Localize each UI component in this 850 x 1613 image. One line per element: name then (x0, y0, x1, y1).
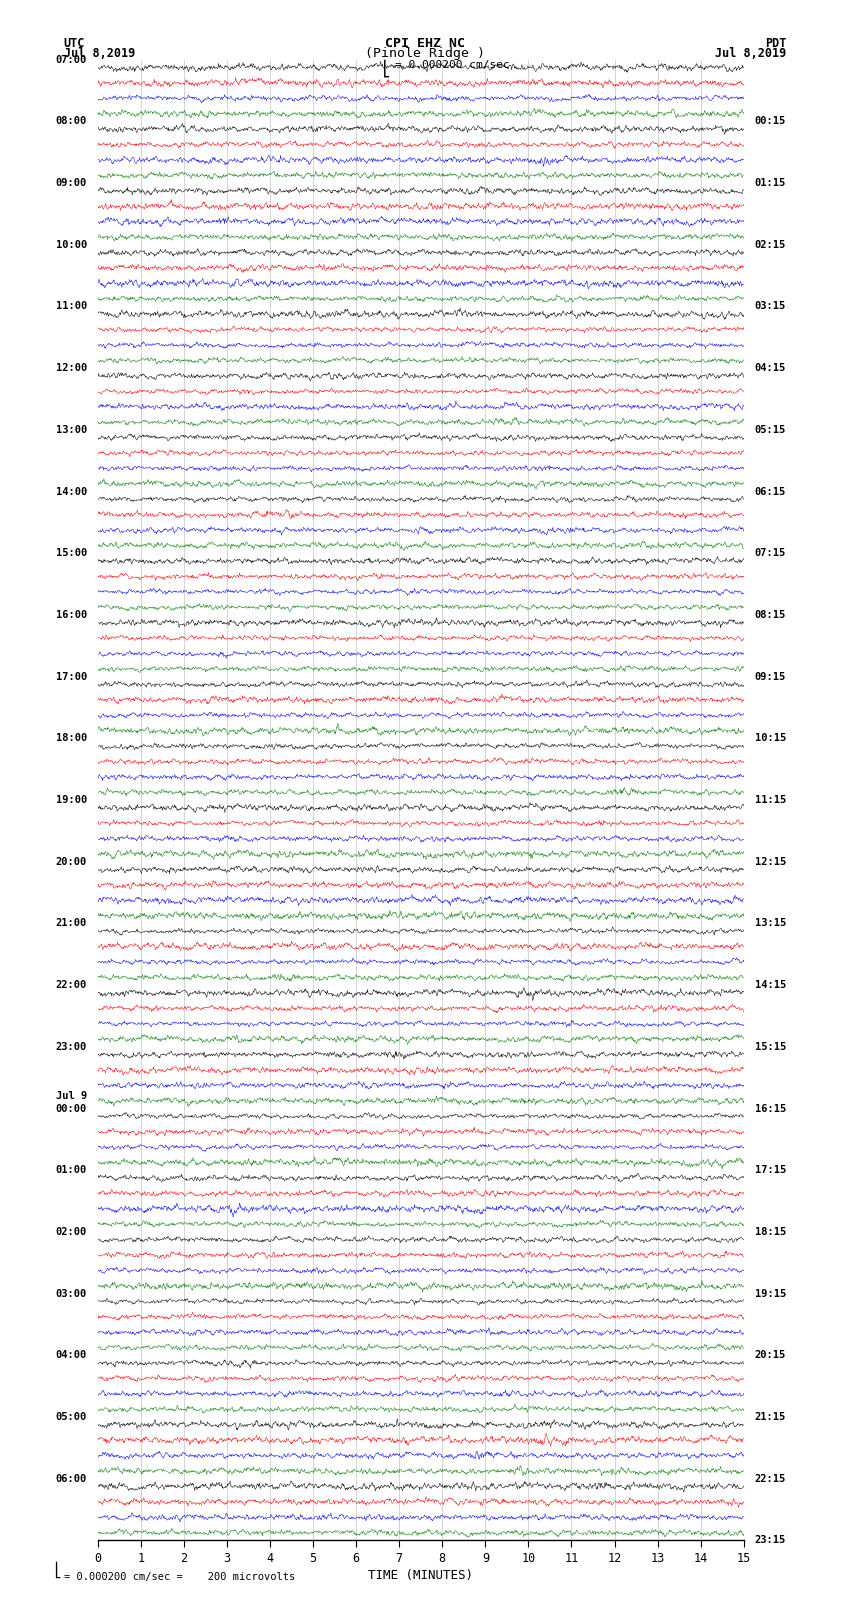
Text: 02:00: 02:00 (56, 1227, 87, 1237)
Text: 09:15: 09:15 (755, 671, 785, 682)
Text: 22:00: 22:00 (56, 981, 87, 990)
Text: Jul 8,2019: Jul 8,2019 (715, 47, 786, 60)
Text: 07:15: 07:15 (755, 548, 785, 558)
Text: 05:00: 05:00 (56, 1411, 87, 1423)
Text: 05:15: 05:15 (755, 424, 785, 436)
Text: 21:15: 21:15 (755, 1411, 785, 1423)
Text: UTC: UTC (64, 37, 85, 50)
Text: 12:15: 12:15 (755, 857, 785, 866)
Text: 12:00: 12:00 (56, 363, 87, 373)
Text: 14:15: 14:15 (755, 981, 785, 990)
Text: 14:00: 14:00 (56, 487, 87, 497)
Text: 07:00: 07:00 (56, 55, 87, 65)
Text: (Pinole Ridge ): (Pinole Ridge ) (365, 47, 485, 60)
Text: Jul 8,2019: Jul 8,2019 (64, 47, 135, 60)
Text: 16:00: 16:00 (56, 610, 87, 619)
Text: PDT: PDT (765, 37, 786, 50)
Text: 01:00: 01:00 (56, 1165, 87, 1176)
Text: Jul 9: Jul 9 (56, 1092, 87, 1102)
Text: 10:15: 10:15 (755, 734, 785, 744)
Text: ⎣: ⎣ (382, 60, 391, 77)
Text: 20:15: 20:15 (755, 1350, 785, 1360)
Text: 17:15: 17:15 (755, 1165, 785, 1176)
Text: 21:00: 21:00 (56, 918, 87, 929)
Text: = 0.000200 cm/sec =    200 microvolts: = 0.000200 cm/sec = 200 microvolts (64, 1573, 295, 1582)
Text: 13:00: 13:00 (56, 424, 87, 436)
Text: CPI EHZ NC: CPI EHZ NC (385, 37, 465, 50)
Text: 11:15: 11:15 (755, 795, 785, 805)
Text: 01:15: 01:15 (755, 177, 785, 189)
Text: 04:15: 04:15 (755, 363, 785, 373)
Text: 00:15: 00:15 (755, 116, 785, 126)
Text: 03:00: 03:00 (56, 1289, 87, 1298)
Text: 19:00: 19:00 (56, 795, 87, 805)
Text: 19:15: 19:15 (755, 1289, 785, 1298)
Text: 08:00: 08:00 (56, 116, 87, 126)
Text: 15:15: 15:15 (755, 1042, 785, 1052)
Text: 06:00: 06:00 (56, 1474, 87, 1484)
Text: 08:15: 08:15 (755, 610, 785, 619)
Text: 06:15: 06:15 (755, 487, 785, 497)
Text: 02:15: 02:15 (755, 240, 785, 250)
Text: 10:00: 10:00 (56, 240, 87, 250)
Text: 20:00: 20:00 (56, 857, 87, 866)
Text: 03:15: 03:15 (755, 302, 785, 311)
Text: 15:00: 15:00 (56, 548, 87, 558)
Text: 17:00: 17:00 (56, 671, 87, 682)
Text: 18:15: 18:15 (755, 1227, 785, 1237)
X-axis label: TIME (MINUTES): TIME (MINUTES) (368, 1569, 473, 1582)
Text: ⎣: ⎣ (54, 1561, 62, 1578)
Text: 09:00: 09:00 (56, 177, 87, 189)
Text: 13:15: 13:15 (755, 918, 785, 929)
Text: 23:15: 23:15 (755, 1536, 785, 1545)
Text: 00:00: 00:00 (56, 1103, 87, 1113)
Text: = 0.000200 cm/sec: = 0.000200 cm/sec (395, 60, 510, 69)
Text: 11:00: 11:00 (56, 302, 87, 311)
Text: 22:15: 22:15 (755, 1474, 785, 1484)
Text: 18:00: 18:00 (56, 734, 87, 744)
Text: 04:00: 04:00 (56, 1350, 87, 1360)
Text: 16:15: 16:15 (755, 1103, 785, 1113)
Text: 23:00: 23:00 (56, 1042, 87, 1052)
